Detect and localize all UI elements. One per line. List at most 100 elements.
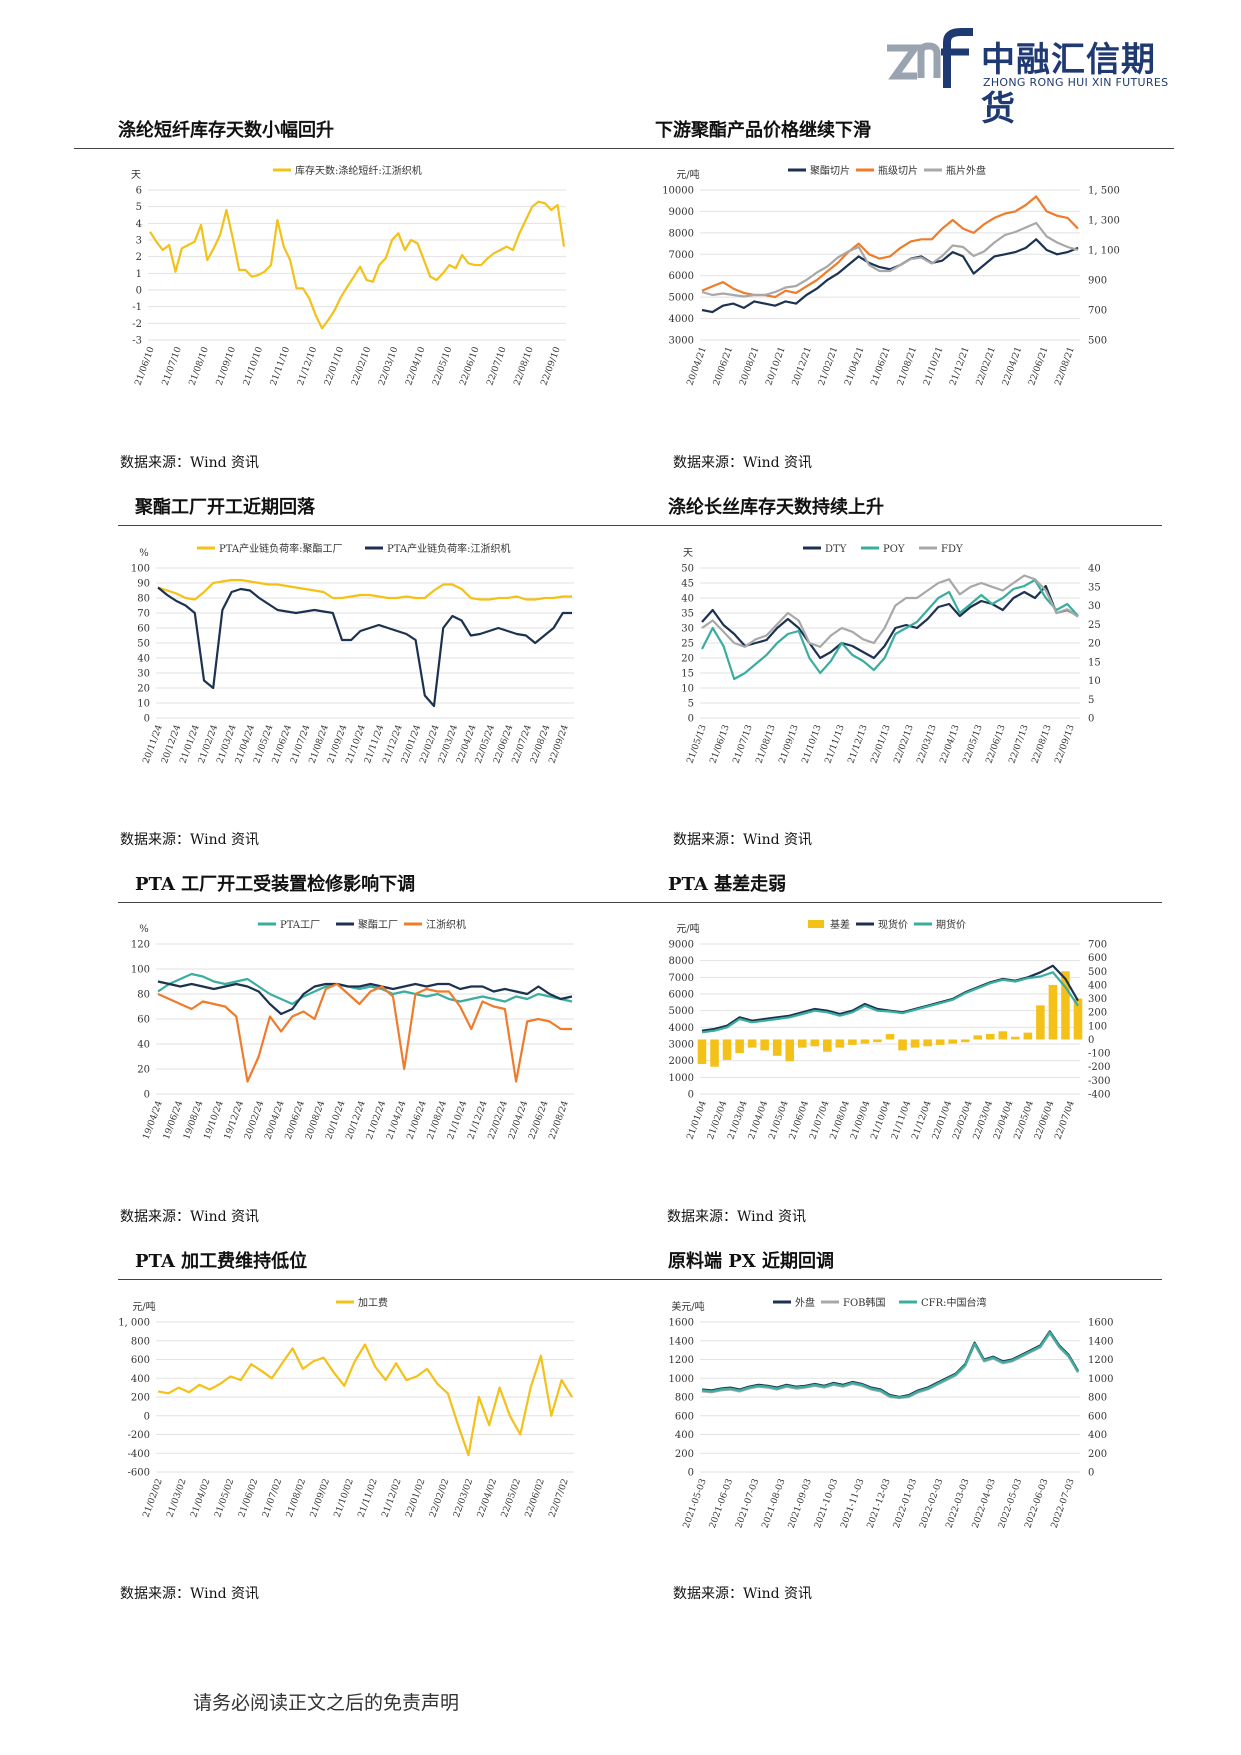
- y-tick-label: 20: [137, 684, 150, 695]
- y-tick-label: -400: [128, 1449, 150, 1460]
- series-line: [701, 1331, 1079, 1399]
- legend-label: POY: [883, 544, 905, 555]
- bar: [722, 1039, 732, 1060]
- legend-label: PTA产业链负荷率:江浙织机: [387, 542, 510, 555]
- x-tick-label: 22/01/10: [323, 345, 346, 387]
- x-tick-label: 21/06/10: [134, 345, 157, 387]
- x-tick-label: 21/05/13: [686, 723, 709, 765]
- x-tick-label: 20/04/24: [263, 1099, 286, 1141]
- chart-px-prices: 美元/吨 1600 1400 1200 1000 800 600 400 200 0 1600 140…: [669, 1296, 1114, 1530]
- legend-label: 现货价: [878, 918, 908, 931]
- chart-pta-basis: 元/吨9000800070006000500040003000200010000…: [669, 918, 1111, 1141]
- x-tick-label: 2022-01-03: [892, 1477, 919, 1529]
- x-tick-label: 21/04/24: [385, 1099, 408, 1141]
- y-tick-label: 0: [144, 1411, 150, 1422]
- x-tick-label: 21/11/04: [890, 1099, 913, 1141]
- x-tick-label: 22/08/21: [1054, 346, 1077, 387]
- y2-tick-label: 35: [1088, 582, 1101, 593]
- y-axis-label: 天: [683, 548, 693, 559]
- legend-label: 库存天数:涤纶短纤:江浙织机: [295, 164, 422, 177]
- source-note: 数据来源：Wind 资讯: [673, 832, 813, 848]
- x-tick-label: 20/08/21: [738, 346, 761, 387]
- x-tick-label: 21/06/02: [237, 1478, 260, 1519]
- y-tick-label: 1000: [669, 1374, 694, 1385]
- bar: [697, 1039, 707, 1064]
- bar: [973, 1035, 983, 1040]
- source-note: 数据来源：Wind 资讯: [120, 1209, 260, 1225]
- y-tick-label: 20: [137, 1065, 150, 1076]
- legend-label: 瓶片外盘: [946, 164, 986, 177]
- y-tick-label: 3000: [669, 1040, 694, 1051]
- y-tick-label: 100: [131, 965, 150, 976]
- y-axis-label: 天: [131, 170, 141, 181]
- x-tick-label: 21/02/24: [365, 1099, 388, 1141]
- x-tick-label: 2021-11-03: [839, 1477, 866, 1529]
- x-tick-label: 2021-05-03: [682, 1477, 709, 1529]
- chart-filament-inventory: 天50454035302520151050403530252015105021/…: [681, 544, 1101, 765]
- bar: [910, 1039, 920, 1048]
- y-tick-label: 4000: [669, 314, 694, 325]
- legend-label: CFR:中国台湾: [921, 1296, 987, 1309]
- x-tick-label: 21/11/13: [824, 723, 847, 765]
- bar: [772, 1039, 782, 1056]
- bar: [710, 1039, 719, 1067]
- bar: [1023, 1032, 1033, 1040]
- x-tick-label: 22/04/04: [992, 1099, 1015, 1141]
- x-tick-label: 21/12/02: [380, 1478, 403, 1519]
- x-tick-label: 21/08/13: [755, 723, 778, 765]
- y-tick-label: 9000: [669, 940, 694, 951]
- x-tick-label: 21/10/02: [333, 1478, 356, 1519]
- y-tick-label: 0: [688, 714, 694, 725]
- x-tick-label: 22/05/10: [431, 345, 454, 387]
- divider: [118, 1279, 1162, 1280]
- x-tick-label: 21/06/24: [405, 1099, 428, 1141]
- y2-tick-label: 15: [1088, 657, 1101, 668]
- x-tick-label: 22/08/10: [513, 345, 536, 387]
- x-tick-label: 21/06/13: [709, 723, 732, 765]
- y2-tick-label: 400: [1088, 980, 1107, 991]
- y2-tick-label: -100: [1088, 1049, 1110, 1060]
- bar: [998, 1031, 1008, 1040]
- y-tick-label: 3000: [669, 336, 694, 347]
- x-tick-label: 2022-06-03: [1023, 1477, 1050, 1529]
- x-tick-label: 21/09/02: [309, 1478, 332, 1519]
- section-title: 涤纶短纤库存天数小幅回升: [118, 120, 334, 141]
- y-tick-label: 5000: [669, 1006, 694, 1017]
- x-tick-label: 22/03/04: [972, 1099, 995, 1141]
- x-tick-label: 21/09/04: [849, 1099, 872, 1141]
- x-tick-label: 21/08/24: [426, 1099, 449, 1141]
- y-tick-label: 2000: [669, 1056, 694, 1067]
- chart-pta-processing-fee: 元/吨 1, 000 800 600 400 200 0 -200 -400 -60021/02/…: [118, 1296, 574, 1519]
- y-tick-label: 4: [136, 219, 142, 230]
- x-tick-label: 21/01/04: [686, 1099, 709, 1141]
- x-tick-label: 22/03/13: [916, 723, 939, 765]
- x-tick-label: 22/07/02: [548, 1478, 571, 1519]
- znf-logo-mark-icon: [887, 28, 973, 88]
- x-tick-label: 20/06/24: [284, 1099, 307, 1141]
- y2-tick-label: 200: [1088, 1008, 1107, 1019]
- bar: [1036, 1005, 1045, 1040]
- y-tick-label: 0: [144, 714, 150, 725]
- y-tick-label: 40: [681, 594, 694, 605]
- y2-tick-label: -400: [1088, 1090, 1110, 1101]
- x-tick-label: 22/02/24: [487, 1099, 510, 1141]
- y-tick-label: 70: [137, 609, 150, 620]
- x-tick-label: 2022-07-03: [1050, 1477, 1077, 1529]
- y-tick-label: 80: [137, 594, 150, 605]
- x-tick-label: 2021-10-03: [813, 1477, 840, 1529]
- y-tick-label: 120: [131, 940, 150, 951]
- legend-label: DTY: [825, 544, 847, 555]
- x-tick-label: 21/08/04: [829, 1099, 852, 1141]
- x-tick-label: 21/04/21: [843, 346, 866, 387]
- y2-tick-label: 25: [1088, 620, 1101, 631]
- y2-tick-label: 700: [1088, 306, 1107, 317]
- bar: [873, 1039, 882, 1043]
- y2-tick-label: 1, 500: [1088, 186, 1120, 197]
- x-tick-label: 21/10/04: [870, 1099, 893, 1141]
- source-note: 数据来源：Wind 资讯: [120, 832, 260, 848]
- y-tick-label: 90: [137, 579, 150, 590]
- source-note: 数据来源：Wind 资讯: [120, 455, 260, 471]
- series-line: [157, 578, 572, 601]
- bar: [823, 1039, 832, 1052]
